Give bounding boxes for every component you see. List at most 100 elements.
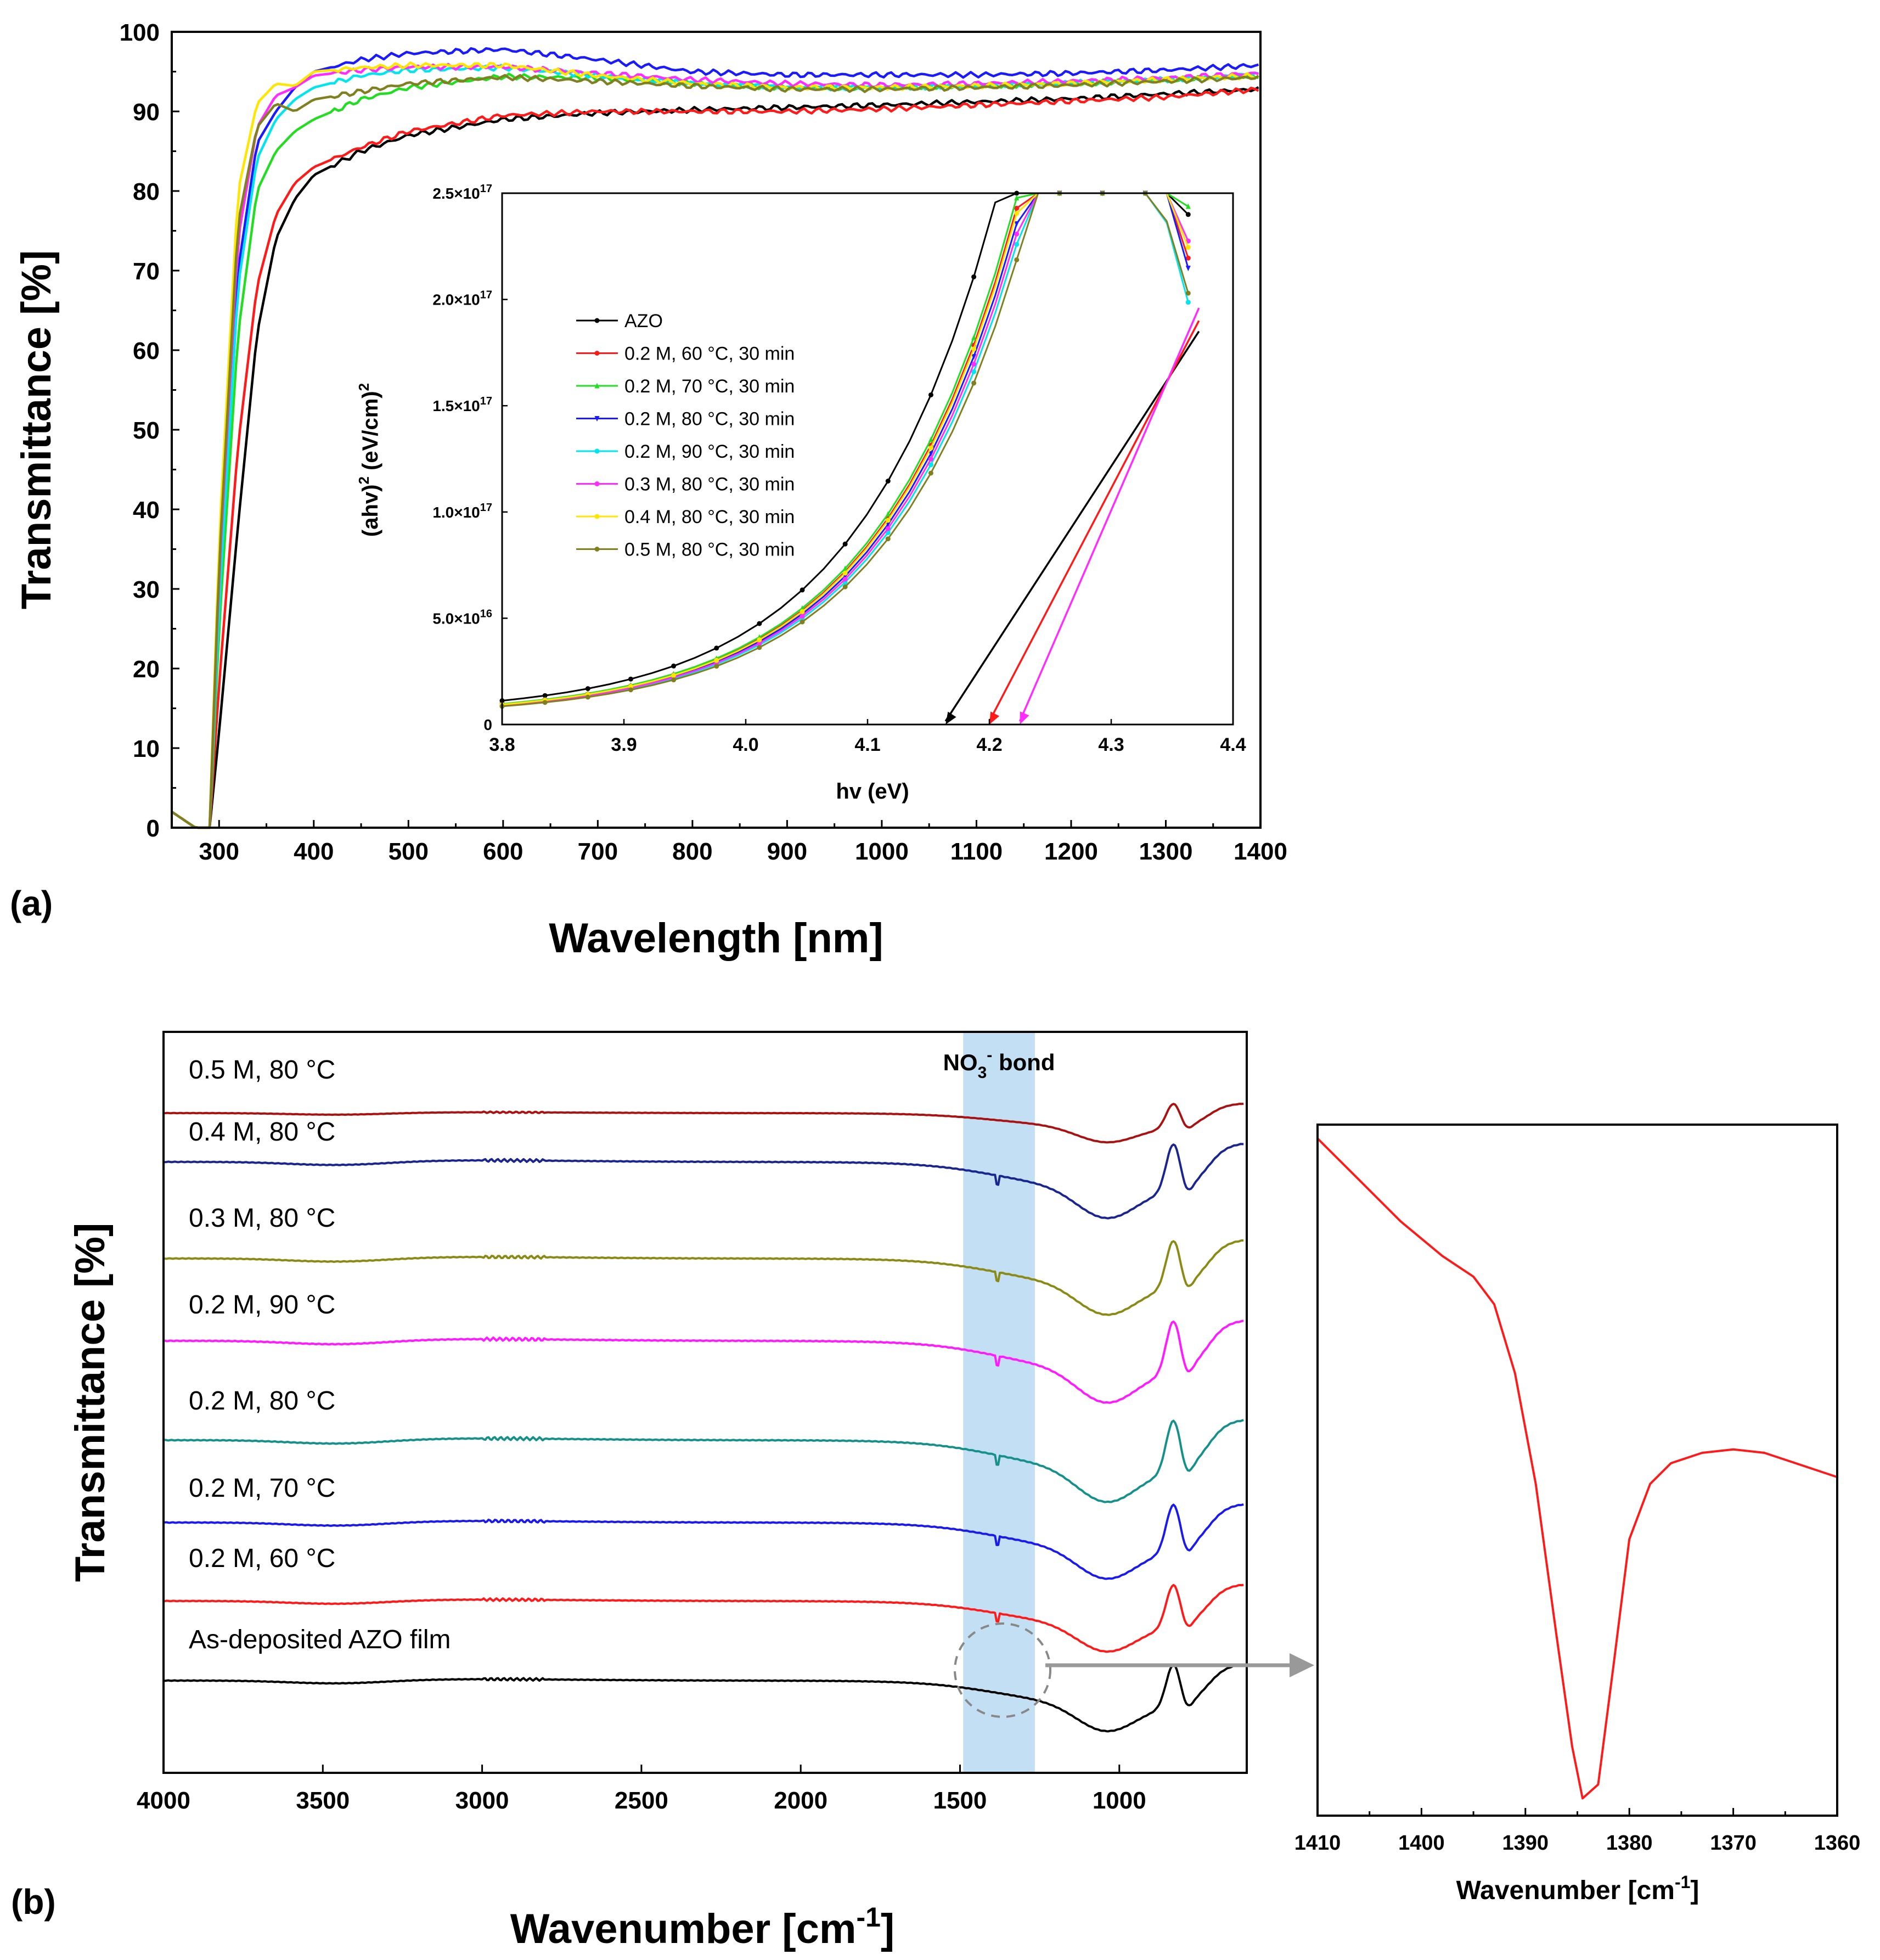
inset-point — [714, 658, 719, 663]
inset-y-ticks: 0 5.0×1016 1.0×1017 1.5×1017 2.0×1017 2.5×101… — [432, 183, 508, 733]
inset-point — [628, 676, 633, 682]
ftir-trace-0-2-m-70-c — [163, 1503, 1244, 1580]
inset-y-tick-label: 0 — [483, 716, 492, 733]
zoom-x-tick-label: 1360 — [1814, 1832, 1861, 1855]
inset-y-tick-label: 2.0×1017 — [432, 289, 492, 308]
ftir-label-0-3-m-80-c: 0.3 M, 80 °C — [189, 1204, 335, 1233]
ftir-trace-as-deposited-azo-film — [163, 1663, 1244, 1733]
inset-point — [1185, 300, 1191, 305]
panel-b-y-axis-title: Transmittance [%] — [67, 1223, 114, 1582]
inset-legend: AZO 0.2 M, 60 °C, 30 min 0.2 M, 70 °C, 30 … — [576, 311, 795, 560]
inset-point — [928, 436, 933, 442]
panel-a-y-tick-label: 90 — [133, 99, 160, 126]
inset-y-axis-title: (ahv)2 (eV/cm)2 — [356, 383, 382, 537]
panel-a-y-axis-title: Transmittance [%] — [13, 250, 60, 610]
inset-point — [714, 645, 719, 651]
panel-a-x-tick-label: 800 — [672, 838, 712, 865]
inset-point — [1185, 266, 1191, 272]
panel-a-y-tick-label: 100 — [120, 19, 160, 46]
inset-point — [800, 614, 805, 619]
inset-x-tick-label: 4.2 — [976, 734, 1002, 755]
panel-a-series-0-5-m-80-c-30-min — [171, 74, 1259, 829]
inset-point — [971, 361, 977, 367]
ftir-label-0-2-m-60-c: 0.2 M, 60 °C — [189, 1544, 335, 1573]
zoom-panel-series — [1316, 1137, 1838, 1800]
panel-a-x-tick-label: 500 — [389, 838, 429, 865]
inset-point — [971, 354, 977, 360]
ftir-label-0-4-m-80-c: 0.4 M, 80 °C — [189, 1117, 335, 1147]
panel-b-x-tick-label: 2000 — [774, 1787, 828, 1814]
zoom-arrow-head — [1290, 1653, 1314, 1677]
inset-point — [971, 334, 977, 340]
inset-x-tick-label: 3.8 — [489, 734, 515, 755]
panel-a-y-tick-label: 0 — [147, 815, 160, 842]
zoom-x-tick-label: 1390 — [1502, 1832, 1549, 1855]
panel-a-x-tick-label: 400 — [294, 838, 334, 865]
panel-a-x-axis-title: Wavelength [nm] — [549, 915, 883, 962]
legend-label-0-2-m-80-c-30-min: 0.2 M, 80 °C, 30 min — [624, 409, 795, 430]
inset-point — [1014, 221, 1020, 227]
inset-point — [928, 470, 933, 476]
panel-b-series — [163, 1103, 1244, 1733]
inset-tangent-arrowhead — [945, 711, 956, 725]
ftir-trace-0-2-m-80-c — [163, 1419, 1244, 1503]
zoom-panel: 1410 1400 1390 1380 1370 1360 Wavenumber [cm-… — [1294, 1124, 1861, 1905]
inset-point — [885, 530, 891, 535]
inset-point — [842, 565, 848, 571]
inset-y-tick-label: 5.0×1016 — [432, 608, 492, 627]
inset-point — [1014, 205, 1020, 211]
legend-label-0-3-m-80-c-30-min: 0.3 M, 80 °C, 30 min — [624, 474, 795, 495]
inset-point — [714, 664, 719, 669]
ftir-label-as-deposited-azo-film: As-deposited AZO film — [189, 1625, 451, 1654]
zoom-x-tick-label: 1400 — [1398, 1832, 1445, 1855]
inset-point — [628, 687, 633, 693]
inset-point — [971, 274, 977, 279]
legend-swatch-marker — [594, 514, 600, 519]
inset-point — [1185, 255, 1191, 261]
zoom-trace-0-2-m-60-c — [1316, 1137, 1838, 1800]
inset-tangent-lines — [944, 307, 1200, 725]
panel-a-y-tick-label: 50 — [133, 417, 160, 444]
inset-point — [1185, 290, 1191, 296]
ftir-trace-0-2-m-90-c — [163, 1319, 1244, 1404]
inset-point — [885, 479, 891, 484]
panel-b: NO3- bond 0.5 M, 80 °C 0.4 M, 80 °C 0.3 M,… — [11, 1031, 1314, 1952]
panel-a-y-tick-label: 20 — [133, 656, 160, 683]
legend-swatch-marker — [594, 448, 600, 454]
panel-a-y-tick-label: 80 — [133, 178, 160, 205]
panel-a-y-tick-label: 70 — [133, 258, 160, 285]
legend-swatch-marker — [594, 547, 600, 552]
legend-label-0-2-m-90-c-30-min: 0.2 M, 90 °C, 30 min — [624, 441, 795, 462]
inset-point — [542, 700, 548, 705]
inset-point — [971, 346, 977, 352]
panel-a-x-tick-label: 700 — [578, 838, 618, 865]
inset-point — [1185, 212, 1191, 217]
zoom-region-circle — [954, 1622, 1051, 1718]
inset-point — [885, 511, 891, 517]
inset-x-tick-label: 4.1 — [854, 734, 880, 755]
panel-b-x-tick-label: 1500 — [933, 1787, 987, 1814]
zoom-x-tick-label: 1370 — [1710, 1832, 1757, 1855]
ftir-trace-0-3-m-80-c — [163, 1239, 1244, 1316]
zoom-panel-x-ticks: 1410 1400 1390 1380 1370 1360 — [1294, 1808, 1861, 1855]
legend-label-azo: AZO — [624, 311, 663, 332]
inset-tangent-line-2 — [1018, 307, 1200, 722]
inset-point — [757, 621, 762, 626]
panel-a-x-ticks: 300 400 500 600 700 800 900 1000 1100 1200 1300 140… — [199, 820, 1287, 865]
inset-point — [542, 693, 548, 698]
panel-b-x-tick-label: 3000 — [455, 1787, 509, 1814]
zoom-panel-frame — [1316, 1124, 1838, 1817]
panel-a-x-tick-label: 1400 — [1234, 838, 1287, 865]
inset-y-tick-label: 1.5×1017 — [432, 395, 492, 414]
inset-tangent-line-0 — [944, 330, 1200, 722]
inset-point — [800, 587, 805, 593]
inset-point — [928, 392, 933, 397]
legend-swatch-marker — [594, 351, 600, 356]
panel-a-series — [171, 47, 1259, 829]
panel-a-y-tick-label: 10 — [133, 735, 160, 762]
panel-a-series-0-2-m-80-c-30-min — [171, 47, 1259, 829]
inset-point — [671, 677, 677, 683]
panel-b-x-tick-label: 2500 — [615, 1787, 668, 1814]
panel-b-trace-labels: 0.5 M, 80 °C 0.4 M, 80 °C 0.3 M, 80 °C 0.2 … — [189, 1055, 451, 1654]
legend-label-0-2-m-70-c-30-min: 0.2 M, 70 °C, 30 min — [624, 376, 795, 397]
